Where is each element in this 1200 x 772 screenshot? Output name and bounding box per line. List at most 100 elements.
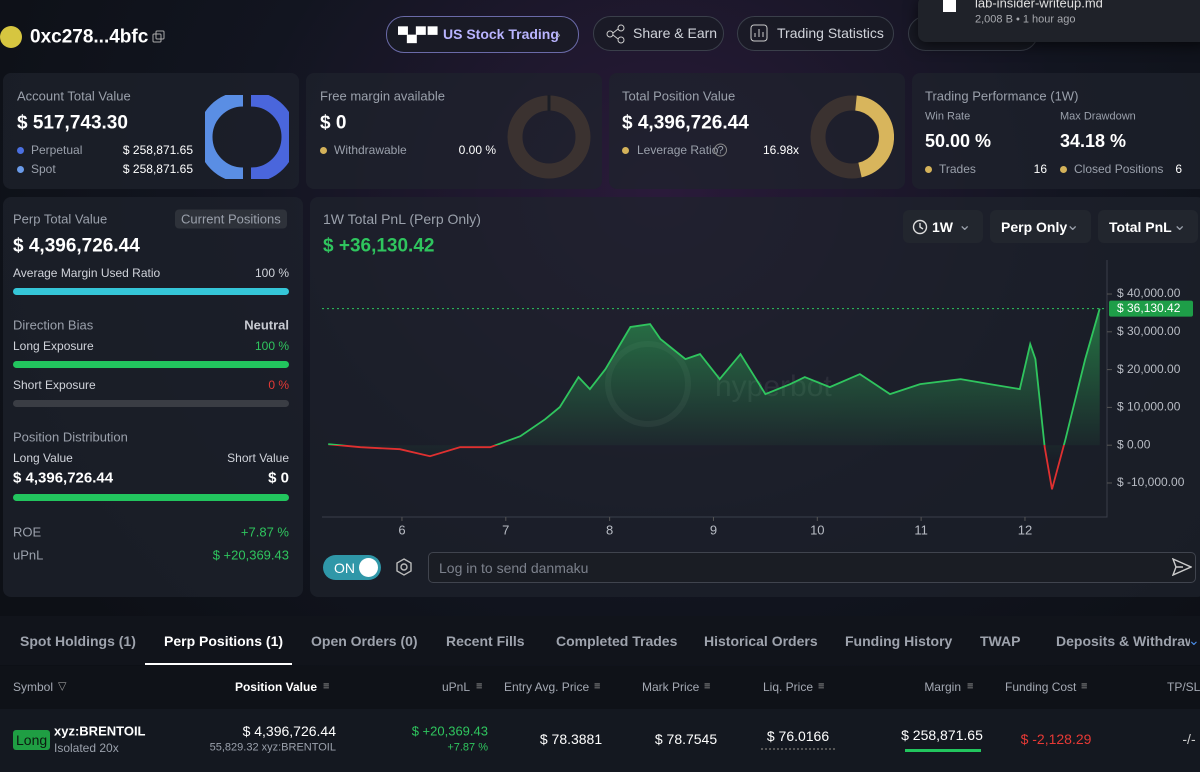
filter-label[interactable]: Perp Only bbox=[1001, 219, 1068, 235]
row-value: $ +20,369.43 bbox=[212, 547, 289, 563]
sort-icon[interactable]: ≡ bbox=[818, 680, 825, 693]
row-label: Perpetual bbox=[31, 143, 83, 157]
sort-icon[interactable]: ≡ bbox=[1081, 680, 1088, 693]
sort-icon[interactable]: ▽ bbox=[58, 680, 67, 693]
tab[interactable]: Funding History bbox=[845, 633, 953, 649]
y-tick-label: $ 10,000.00 bbox=[1117, 400, 1181, 414]
long-amount: $ 4,396,726.44 bbox=[13, 469, 114, 487]
x-tick-label: 11 bbox=[914, 522, 928, 537]
row-label: Long Value bbox=[13, 451, 73, 465]
stat-label: Win Rate bbox=[925, 110, 971, 123]
x-tick-label: 10 bbox=[810, 522, 824, 537]
chevron: ⌄ bbox=[1066, 217, 1080, 234]
tab[interactable]: Completed Trades bbox=[556, 633, 678, 649]
entry-price: $ 78.3881 bbox=[539, 731, 603, 747]
logo: ▀▄▀ ▀ bbox=[398, 26, 438, 42]
performance-card bbox=[912, 73, 1200, 189]
column-header[interactable]: Symbol bbox=[13, 680, 54, 694]
row-label: Closed Positions bbox=[1074, 162, 1164, 176]
file-name: lab-insider-writeup.md bbox=[975, 0, 1103, 11]
margin-donut bbox=[507, 95, 591, 179]
tab[interactable]: Open Orders (0) bbox=[311, 633, 418, 649]
file-meta: 2,008 B • 1 hour ago bbox=[975, 13, 1076, 26]
filter-label[interactable]: 1W bbox=[932, 219, 953, 235]
legend-dot bbox=[320, 147, 327, 154]
liq-underline bbox=[761, 748, 835, 750]
mark-price: $ 78.7545 bbox=[654, 731, 718, 747]
sort-icon[interactable]: ≡ bbox=[704, 680, 711, 693]
row-label: Spot bbox=[31, 162, 56, 176]
send-icon[interactable] bbox=[1172, 558, 1192, 576]
tab-scroll[interactable]: ⌄ bbox=[1188, 632, 1200, 648]
clock-icon bbox=[912, 219, 928, 235]
y-tick-label: $ 30,000.00 bbox=[1117, 324, 1181, 338]
sort-icon[interactable]: ≡ bbox=[323, 680, 330, 693]
badge[interactable]: Current Positions bbox=[175, 209, 287, 229]
margin-bar bbox=[905, 749, 981, 752]
column-header[interactable]: Funding Cost bbox=[1005, 680, 1077, 694]
button-label[interactable]: Share & Earn bbox=[633, 25, 718, 41]
tabs: Spot Holdings (1) Perp Positions (1) Open … bbox=[0, 616, 1190, 665]
card-title: Account Total Value bbox=[17, 88, 131, 104]
tab[interactable]: Recent Fills bbox=[446, 633, 525, 649]
symbol[interactable]: xyz:BRENTOIL bbox=[54, 723, 146, 739]
scope-filter[interactable] bbox=[990, 210, 1091, 243]
card-title: Total Position Value bbox=[622, 88, 736, 104]
settings-icon[interactable] bbox=[395, 558, 413, 576]
tab[interactable]: Perp Positions (1) bbox=[164, 633, 284, 649]
position-value: $ 4,396,726.44 bbox=[242, 723, 336, 739]
bias-value: Neutral bbox=[244, 317, 289, 333]
x-tick-label: 6 bbox=[398, 522, 405, 537]
x-tick-label: 9 bbox=[710, 522, 717, 537]
copy-icon[interactable] bbox=[152, 30, 166, 44]
distribution-bar bbox=[13, 494, 289, 501]
card-value: $ 0 bbox=[320, 112, 347, 134]
y-tick-label: $ -10,000.00 bbox=[1117, 475, 1185, 489]
row-label: Short Value bbox=[227, 451, 289, 465]
tab[interactable]: Deposits & Withdrawals bbox=[1056, 633, 1190, 649]
pnl-line bbox=[328, 308, 1101, 490]
position-size: 55,829.32 xyz:BRENTOIL bbox=[209, 741, 336, 754]
column-header[interactable]: uPnL bbox=[441, 680, 470, 694]
x-tick-label: 7 bbox=[502, 522, 509, 537]
sort-icon[interactable]: ≡ bbox=[967, 680, 974, 693]
sort-icon[interactable]: ≡ bbox=[476, 680, 483, 693]
input-placeholder[interactable]: Log in to send danmaku bbox=[439, 560, 589, 576]
column-header[interactable]: Entry Avg. Price bbox=[504, 680, 590, 694]
axis-line bbox=[322, 260, 1108, 518]
tab[interactable]: TWAP bbox=[980, 633, 1021, 649]
column-header[interactable]: Liq. Price bbox=[763, 680, 814, 694]
share-button[interactable] bbox=[593, 16, 724, 51]
upnl: $ +20,369.43 bbox=[411, 723, 488, 739]
metric-filter[interactable] bbox=[1098, 210, 1198, 243]
legend-dot bbox=[17, 166, 24, 173]
perp-value: $ 4,396,726.44 bbox=[13, 235, 140, 257]
tab[interactable]: Spot Holdings (1) bbox=[20, 633, 136, 649]
row-value: +7.87 % bbox=[240, 524, 289, 540]
address[interactable]: 0xc278...4bfc bbox=[30, 26, 149, 48]
button-label[interactable]: US Stock Trading bbox=[443, 26, 559, 42]
row-label: Short Exposure bbox=[13, 378, 96, 392]
us-stock-button[interactable] bbox=[386, 16, 579, 53]
column-header[interactable]: Margin bbox=[924, 680, 961, 694]
chevron: ⌄ bbox=[958, 217, 972, 234]
row-label: Average Margin Used Ratio bbox=[13, 266, 161, 280]
column-header[interactable]: Position Value bbox=[234, 680, 317, 694]
button-label[interactable]: Trading Statistics bbox=[777, 25, 884, 41]
long-bar bbox=[13, 361, 289, 368]
row-label: Leverage Ratio bbox=[637, 143, 719, 157]
column-header[interactable]: TP/SL bbox=[1167, 680, 1200, 694]
help-icon[interactable]: ? bbox=[714, 143, 727, 157]
column-header[interactable]: Mark Price bbox=[642, 680, 700, 694]
toggle-label[interactable]: ON bbox=[334, 560, 355, 576]
download-notification[interactable] bbox=[918, 0, 1200, 42]
short-bar bbox=[13, 400, 289, 407]
sort-icon[interactable]: ≡ bbox=[594, 680, 601, 693]
range-filter[interactable] bbox=[903, 210, 983, 243]
tab[interactable]: Historical Orders bbox=[704, 633, 818, 649]
position-donut bbox=[810, 95, 894, 179]
danmaku-input[interactable] bbox=[428, 552, 1196, 583]
filter-label[interactable]: Total PnL bbox=[1109, 219, 1172, 235]
margin: $ 258,871.65 bbox=[901, 727, 983, 743]
